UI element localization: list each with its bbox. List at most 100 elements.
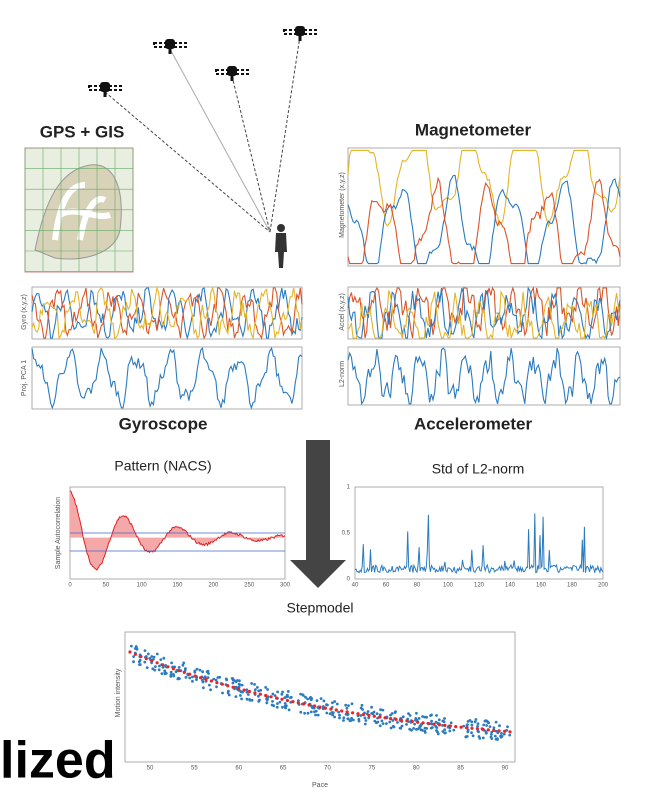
- model-point: [383, 716, 387, 720]
- model-point: [313, 704, 317, 708]
- step-point: [388, 720, 392, 724]
- step-point: [143, 649, 147, 652]
- signal-curve: [347, 176, 621, 265]
- step-point: [276, 690, 279, 694]
- tick-label: 120: [474, 583, 485, 589]
- signal-curve: [347, 347, 621, 406]
- step-point: [473, 720, 477, 724]
- step-point: [342, 716, 346, 720]
- step-point: [401, 715, 405, 719]
- step-point: [143, 660, 147, 664]
- model-point: [492, 728, 496, 733]
- step-point: [359, 714, 363, 717]
- step-point: [392, 725, 396, 729]
- step-point: [206, 676, 210, 679]
- step-point: [350, 716, 353, 720]
- step-point: [477, 735, 481, 738]
- step-point: [484, 719, 488, 723]
- step-point: [299, 710, 303, 714]
- step-point: [287, 708, 291, 712]
- model-point: [378, 715, 382, 719]
- tick-label: 300: [280, 583, 291, 589]
- step-point: [178, 677, 181, 681]
- step-point: [471, 734, 475, 738]
- model-point: [486, 728, 490, 732]
- step-point: [146, 652, 150, 656]
- model-point: [448, 724, 452, 728]
- step-point: [303, 711, 306, 715]
- satellite-antenna: [230, 76, 234, 81]
- flow-arrow: [290, 440, 346, 588]
- step-point: [338, 716, 341, 720]
- step-point: [421, 728, 424, 732]
- model-point: [454, 725, 458, 729]
- step-point: [429, 722, 433, 726]
- model-point: [231, 685, 235, 689]
- step-point: [363, 716, 367, 720]
- step-point: [476, 722, 480, 726]
- step-point: [289, 695, 293, 699]
- tick-label: 100: [443, 583, 454, 589]
- model-point: [296, 701, 300, 705]
- step-point: [391, 719, 395, 722]
- axis-label: Pace: [312, 782, 328, 789]
- step-point: [364, 719, 368, 722]
- step-point: [331, 711, 335, 714]
- accelerometer-title: Accelerometer: [414, 414, 533, 433]
- model-point: [209, 679, 213, 683]
- satellite-body: [165, 39, 175, 49]
- model-point: [291, 700, 295, 704]
- step-point: [181, 663, 185, 667]
- model-point: [215, 681, 219, 685]
- tick-label: 50: [102, 583, 109, 589]
- tick-label: 180: [567, 583, 578, 589]
- step-point: [257, 694, 260, 698]
- satellite-antenna: [298, 36, 302, 41]
- step-point: [344, 703, 348, 707]
- step-point: [283, 702, 287, 705]
- step-point: [419, 724, 422, 728]
- step-point: [309, 698, 313, 702]
- plot-frame: [354, 486, 604, 580]
- step-point: [408, 714, 412, 717]
- step-point: [448, 729, 452, 733]
- tick-label: 85: [457, 766, 464, 772]
- model-point: [475, 727, 479, 731]
- step-point: [437, 718, 441, 722]
- step-point: [206, 669, 210, 673]
- model-point: [432, 722, 436, 726]
- model-point: [302, 702, 306, 706]
- gyroscope-title: Gyroscope: [119, 414, 208, 433]
- step-point: [172, 673, 175, 676]
- signal-curve: [347, 149, 621, 229]
- step-point: [434, 720, 438, 724]
- axis-label: Motion intensity: [115, 668, 122, 717]
- step-point: [435, 726, 439, 729]
- step-point: [231, 681, 235, 685]
- step-point: [250, 698, 254, 702]
- step-point: [271, 700, 274, 703]
- step-point: [284, 706, 288, 710]
- model-point: [166, 665, 170, 669]
- step-point: [335, 702, 339, 706]
- step-point: [193, 669, 197, 673]
- step-point: [414, 717, 418, 720]
- signal-curve: [347, 286, 621, 339]
- step-point: [191, 675, 194, 679]
- axis-label: Accel (x,y,z): [339, 293, 346, 331]
- step-point: [470, 723, 474, 727]
- step-point: [177, 666, 181, 669]
- step-point: [333, 715, 336, 719]
- step-point: [494, 720, 498, 724]
- step-point: [443, 728, 447, 731]
- step-point: [253, 688, 257, 692]
- step-point: [349, 719, 353, 722]
- satellite-antenna: [168, 49, 172, 54]
- step-point: [470, 731, 473, 735]
- tick-label: 80: [413, 766, 420, 772]
- step-point: [226, 691, 230, 695]
- model-point: [285, 698, 289, 703]
- step-point: [148, 657, 152, 660]
- step-point: [441, 724, 444, 727]
- step-point: [414, 728, 418, 731]
